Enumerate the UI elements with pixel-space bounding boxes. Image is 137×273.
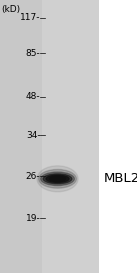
Text: 19-: 19- xyxy=(26,214,40,223)
Ellipse shape xyxy=(46,175,69,182)
Text: 26-: 26- xyxy=(26,172,40,180)
Bar xyxy=(42,0,99,273)
Ellipse shape xyxy=(43,174,72,184)
Ellipse shape xyxy=(41,172,74,186)
Ellipse shape xyxy=(39,170,76,188)
Text: 117-: 117- xyxy=(20,13,40,22)
Ellipse shape xyxy=(49,176,66,182)
Text: 48-: 48- xyxy=(26,93,40,101)
Text: (kD): (kD) xyxy=(1,5,21,14)
Ellipse shape xyxy=(37,166,78,192)
Text: MBL2: MBL2 xyxy=(104,172,137,185)
Bar xyxy=(99,0,137,273)
Text: 85-: 85- xyxy=(26,49,40,58)
Text: 34-: 34- xyxy=(26,131,40,140)
